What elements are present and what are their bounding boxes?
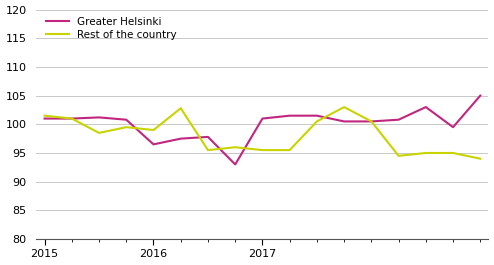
Greater Helsinki: [69, 117, 75, 120]
Rest of the country: [151, 129, 157, 132]
Rest of the country: [341, 105, 347, 109]
Rest of the country: [178, 107, 184, 110]
Rest of the country: [124, 126, 129, 129]
Greater Helsinki: [96, 116, 102, 119]
Greater Helsinki: [178, 137, 184, 140]
Rest of the country: [96, 131, 102, 134]
Rest of the country: [287, 148, 292, 152]
Rest of the country: [205, 148, 211, 152]
Greater Helsinki: [314, 114, 320, 117]
Legend: Greater Helsinki, Rest of the country: Greater Helsinki, Rest of the country: [46, 17, 177, 40]
Rest of the country: [450, 151, 456, 154]
Greater Helsinki: [341, 120, 347, 123]
Rest of the country: [259, 148, 265, 152]
Rest of the country: [314, 120, 320, 123]
Greater Helsinki: [232, 163, 238, 166]
Greater Helsinki: [396, 118, 402, 121]
Greater Helsinki: [259, 117, 265, 120]
Greater Helsinki: [151, 143, 157, 146]
Greater Helsinki: [477, 94, 483, 97]
Rest of the country: [423, 151, 429, 154]
Rest of the country: [232, 146, 238, 149]
Rest of the country: [41, 114, 47, 117]
Rest of the country: [369, 120, 374, 123]
Line: Rest of the country: Rest of the country: [44, 107, 480, 159]
Greater Helsinki: [205, 135, 211, 139]
Greater Helsinki: [41, 117, 47, 120]
Line: Greater Helsinki: Greater Helsinki: [44, 96, 480, 165]
Greater Helsinki: [450, 126, 456, 129]
Rest of the country: [477, 157, 483, 160]
Greater Helsinki: [124, 118, 129, 121]
Greater Helsinki: [287, 114, 292, 117]
Rest of the country: [396, 154, 402, 157]
Rest of the country: [69, 117, 75, 120]
Greater Helsinki: [423, 105, 429, 109]
Greater Helsinki: [369, 120, 374, 123]
